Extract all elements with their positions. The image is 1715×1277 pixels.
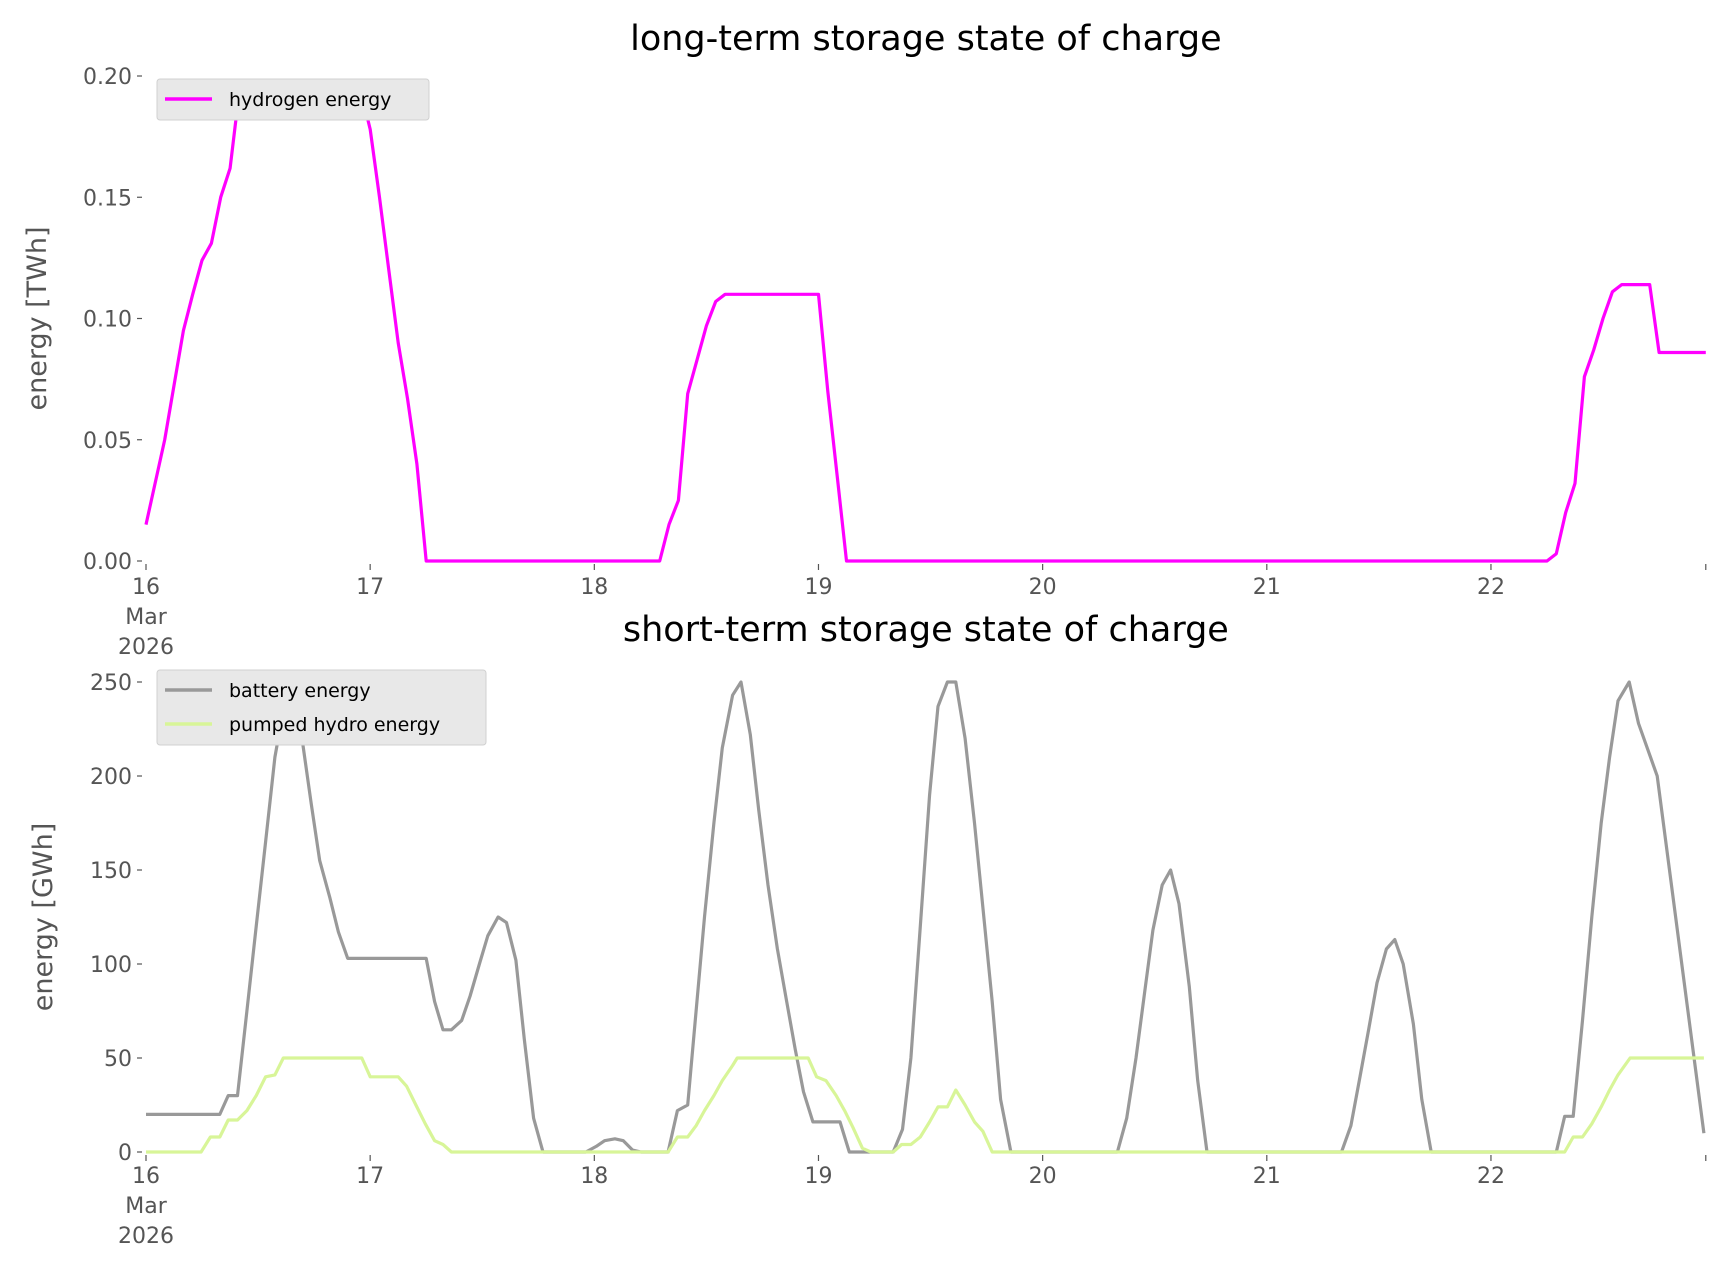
x-tick-label: 17 <box>356 1164 384 1189</box>
y-tick-label: 150 <box>90 859 132 884</box>
x-tick-label: 21 <box>1253 1164 1281 1189</box>
y-axis-label: energy [GWh] <box>28 823 59 1011</box>
x-tick-sublabel: 2026 <box>118 635 174 660</box>
y-tick-label: 200 <box>90 765 132 790</box>
x-tick-label: 16 <box>132 1164 160 1189</box>
y-tick-label: 0.10 <box>83 308 132 333</box>
series-line-hydrogen-energy <box>144 89 1706 563</box>
x-tick-label: 17 <box>356 575 384 600</box>
y-axis-label: energy [TWh] <box>22 226 53 410</box>
y-tick-label: 0.20 <box>83 65 132 90</box>
legend-box <box>156 78 430 121</box>
x-tick-label: 19 <box>804 575 832 600</box>
y-tick-label: 0.05 <box>83 429 132 454</box>
legend-label: battery energy <box>229 680 371 702</box>
y-tick-label: 50 <box>104 1047 132 1072</box>
y-tick-label: 0.15 <box>83 186 132 211</box>
legend-label: pumped hydro energy <box>229 714 440 736</box>
legend-label: hydrogen energy <box>229 89 391 111</box>
chart-title: short-term storage state of charge <box>623 610 1229 650</box>
x-tick-label: 22 <box>1477 575 1505 600</box>
x-tick-sublabel: Mar <box>125 605 167 630</box>
x-tick-label: 20 <box>1029 1164 1057 1189</box>
y-tick-label: 0 <box>118 1141 132 1166</box>
series-line-pumped-hydro-energy <box>146 1056 1704 1154</box>
chart-panel-2: short-term storage state of charge energy… <box>28 610 1707 1249</box>
x-tick-sublabel: Mar <box>125 1194 167 1219</box>
x-tick-label: 20 <box>1029 575 1057 600</box>
x-tick-label: 19 <box>804 1164 832 1189</box>
x-tick-label: 21 <box>1253 575 1281 600</box>
chart-panel-1: long-term storage state of charge energy … <box>22 19 1707 660</box>
chart-title: long-term storage state of charge <box>630 19 1222 59</box>
y-tick-label: 250 <box>90 671 132 696</box>
y-tick-label: 100 <box>90 953 132 978</box>
x-tick-label: 16 <box>132 575 160 600</box>
x-tick-sublabel: 2026 <box>118 1224 174 1249</box>
x-tick-label: 18 <box>580 1164 608 1189</box>
legend-box <box>156 669 487 746</box>
x-tick-label: 22 <box>1477 1164 1505 1189</box>
series-line-battery-energy <box>146 680 1706 1154</box>
legend: hydrogen energy <box>156 78 430 121</box>
x-tick-label: 18 <box>580 575 608 600</box>
y-tick-label: 0.00 <box>83 550 132 575</box>
legend: battery energy pumped hydro energy <box>156 669 487 746</box>
